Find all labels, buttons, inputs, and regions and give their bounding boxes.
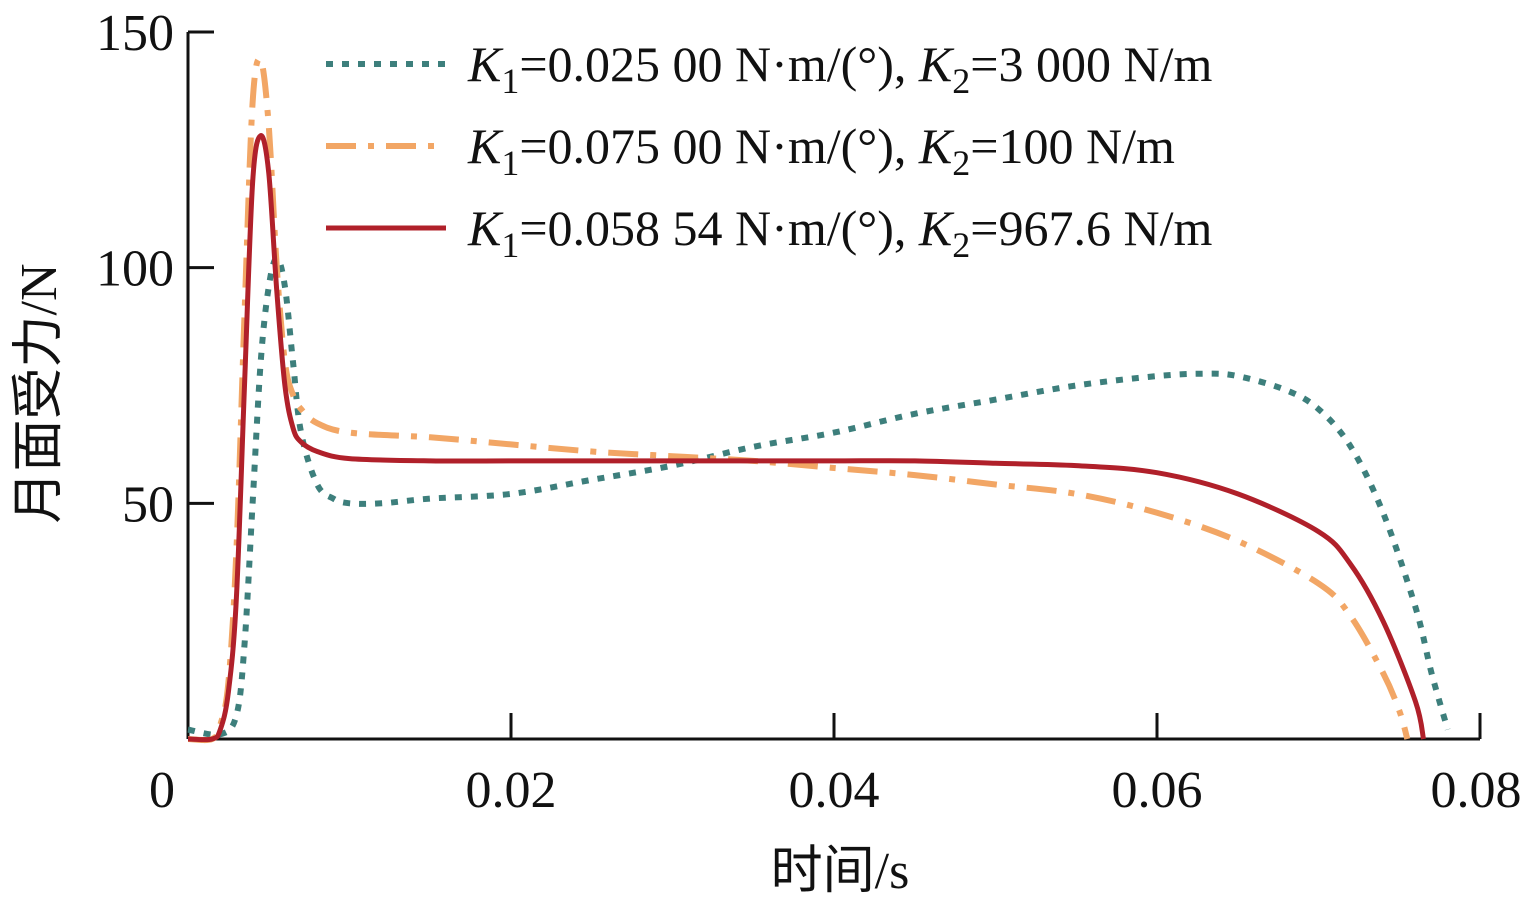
legend-text-part: 1 bbox=[501, 225, 519, 265]
legend-text-part: =967.6 N/m bbox=[970, 200, 1212, 256]
x-axis-label: 时间/s bbox=[771, 843, 910, 900]
legend-entry-1: K1=0.025 00 N·m/(°), K2=3 000 N/m bbox=[467, 36, 1212, 101]
legend-entry-3: K1=0.058 54 N·m/(°), K2=967.6 N/m bbox=[467, 200, 1212, 265]
y-tick-label: 50 bbox=[122, 476, 174, 533]
legend-text-part: K bbox=[918, 118, 955, 174]
y-axis-label: 月面受力/N bbox=[11, 263, 68, 523]
series-layer bbox=[187, 56, 1451, 744]
legend-text-part: =0.058 54 N·m/(°), bbox=[519, 200, 919, 256]
legend-text-part: 2 bbox=[952, 225, 970, 265]
legend-text-part: 1 bbox=[501, 143, 519, 183]
legend-text-part: 2 bbox=[952, 143, 970, 183]
legend-text-part: =0.075 00 N·m/(°), bbox=[519, 118, 919, 174]
legend: K1=0.025 00 N·m/(°), K2=3 000 N/mK1=0.07… bbox=[326, 36, 1212, 265]
legend-text-part: =3 000 N/m bbox=[970, 36, 1212, 92]
legend-text-part: K bbox=[918, 200, 955, 256]
series-line-3 bbox=[187, 133, 1426, 743]
x-tick-label: 0.08 bbox=[1431, 762, 1522, 819]
legend-text-part: 2 bbox=[952, 61, 970, 101]
legend-text-part: =0.025 00 N·m/(°), bbox=[519, 36, 919, 92]
legend-text-part: K bbox=[467, 118, 504, 174]
legend-text-part: K bbox=[918, 36, 955, 92]
legend-entry-2: K1=0.075 00 N·m/(°), K2=100 N/m bbox=[467, 118, 1175, 183]
y-tick-label: 150 bbox=[96, 5, 174, 62]
legend-text-part: =100 N/m bbox=[970, 118, 1175, 174]
x-tick-label: 0.04 bbox=[789, 762, 880, 819]
x-tick-label: 0.06 bbox=[1112, 762, 1203, 819]
x-tick-label: 0.02 bbox=[466, 762, 557, 819]
legend-text-part: 1 bbox=[501, 61, 519, 101]
axes: 0 0.02 0.04 0.06 0.08 50 100 150 bbox=[96, 5, 1522, 819]
legend-text-part: K bbox=[467, 200, 504, 256]
x-tick-label: 0 bbox=[149, 762, 175, 819]
series-line-2 bbox=[187, 56, 1411, 744]
series-line-1 bbox=[187, 255, 1451, 738]
legend-text-part: K bbox=[467, 36, 504, 92]
y-tick-label: 100 bbox=[96, 241, 174, 298]
